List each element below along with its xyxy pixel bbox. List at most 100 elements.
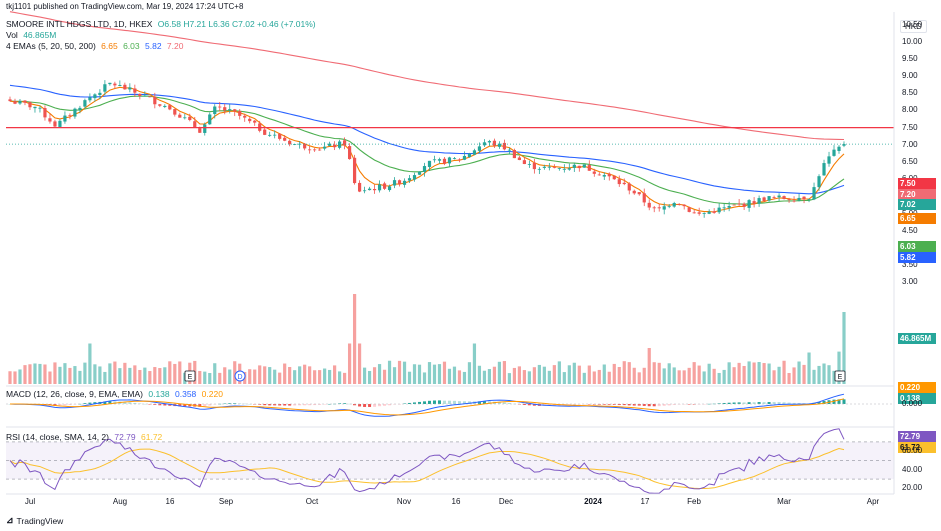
volume-legend[interactable]: Vol 46.865M [6, 30, 56, 40]
price-tick-label: 8.00 [902, 105, 918, 115]
volume-bar [417, 364, 422, 384]
volume-bar [28, 364, 32, 384]
time-tick-label: Oct [305, 497, 319, 506]
candle-body [208, 114, 212, 125]
macd-legend[interactable]: MACD (12, 26, close, 9, EMA, EMA) 0.138 … [6, 389, 223, 399]
volume-bar [822, 363, 826, 384]
candle-body [637, 192, 641, 195]
macd-line-value: 0.358 [175, 389, 197, 399]
volume-bar [827, 365, 831, 384]
macd-hist-bar [148, 404, 152, 405]
volume-bar [587, 365, 591, 384]
candle-body [467, 153, 472, 158]
macd-hist-bar [323, 404, 327, 405]
price-pane[interactable] [6, 11, 894, 218]
candle-body [387, 186, 392, 191]
price-badge: 7.02 [898, 199, 936, 210]
ema-legend[interactable]: 4 EMAs (5, 20, 50, 200) 6.65 6.03 5.82 7… [6, 41, 183, 51]
macd-hist-bar [702, 404, 706, 405]
volume-bar [637, 372, 641, 384]
macd-hist-bar [343, 403, 347, 404]
candle-body [203, 124, 207, 133]
macd-hist-bar [717, 403, 721, 404]
candle-body [338, 141, 342, 148]
volume-bar [537, 364, 541, 384]
price-badge: 6.65 [898, 213, 936, 224]
macd-hist-bar [88, 402, 92, 404]
volume-bar [772, 370, 776, 384]
volume-bar [347, 343, 352, 384]
macd-hist-bar [63, 404, 67, 406]
macd-pane[interactable] [6, 393, 894, 417]
candle-body [722, 207, 726, 209]
price-tick-label: 8.50 [902, 88, 918, 98]
volume-bar [53, 362, 57, 384]
candle-body [422, 166, 427, 172]
candle-body [28, 102, 32, 108]
volume-bar [248, 369, 252, 384]
volume-bar [357, 343, 362, 384]
candle-body [622, 182, 626, 185]
candle-body [238, 110, 242, 116]
volume-bar [303, 364, 307, 384]
volume-bar [88, 343, 92, 384]
volume-bar [767, 363, 771, 384]
ema20-line [9, 95, 845, 205]
volume-bar [652, 362, 656, 384]
candle-body [417, 171, 422, 175]
macd-hist-bar [642, 404, 646, 406]
volume-bar [33, 363, 37, 384]
volume-bar [512, 367, 516, 384]
macd-hist-bar [263, 404, 267, 406]
volume-bar [78, 370, 82, 384]
rsi-badge: 72.79 [898, 431, 936, 442]
candle-body [502, 142, 507, 150]
macd-hist-bar [757, 402, 761, 404]
candle-body [323, 146, 327, 149]
macd-hist-bar [383, 404, 387, 406]
volume-bar [832, 370, 836, 384]
volume-bar [118, 368, 122, 384]
candle-body [48, 118, 52, 122]
candle-body [752, 201, 756, 204]
candle-body [333, 144, 337, 148]
candle-body [517, 157, 521, 161]
candle-body [837, 146, 841, 151]
candle-body [697, 212, 701, 214]
volume-bar [382, 369, 387, 384]
symbol-legend[interactable]: SMOORE INTL HDGS LTD, 1D, HKEX O6.58 H7.… [6, 19, 316, 29]
candle-body [193, 121, 197, 128]
macd-hist-bar [163, 404, 167, 406]
volume-bar [38, 363, 42, 384]
rsi-pane[interactable] [6, 428, 894, 494]
candle-body [532, 162, 536, 170]
macd-hist-bar [497, 401, 501, 404]
volume-bar [293, 370, 297, 384]
currency-label[interactable]: HKD [900, 20, 927, 33]
volume-bar [472, 343, 477, 384]
candle-body [133, 88, 137, 93]
macd-hist-bar [358, 404, 362, 407]
macd-hist-bar [363, 404, 367, 407]
volume-bar [452, 366, 457, 384]
candle-body [582, 164, 586, 168]
macd-hist-bar [572, 404, 576, 405]
macd-hist-bar [772, 402, 776, 404]
candle-body [148, 96, 152, 98]
candle-body [817, 176, 821, 188]
volume-bar [407, 371, 412, 384]
volume-bar [497, 361, 502, 384]
volume-bar [547, 370, 551, 384]
candle-body [572, 164, 576, 168]
event-marker-label: E [838, 374, 843, 381]
macd-hist-bar [228, 403, 232, 404]
macd-hist-bar [582, 404, 586, 405]
rsi-legend[interactable]: RSI (14, close, SMA, 14, 2) 72.79 61.72 [6, 432, 162, 442]
volume-bar [742, 365, 746, 384]
tradingview-logo[interactable]: ⊿ TradingView [6, 515, 63, 526]
candle-body [163, 105, 167, 107]
candle-body [143, 95, 147, 97]
candle-body [362, 190, 367, 192]
